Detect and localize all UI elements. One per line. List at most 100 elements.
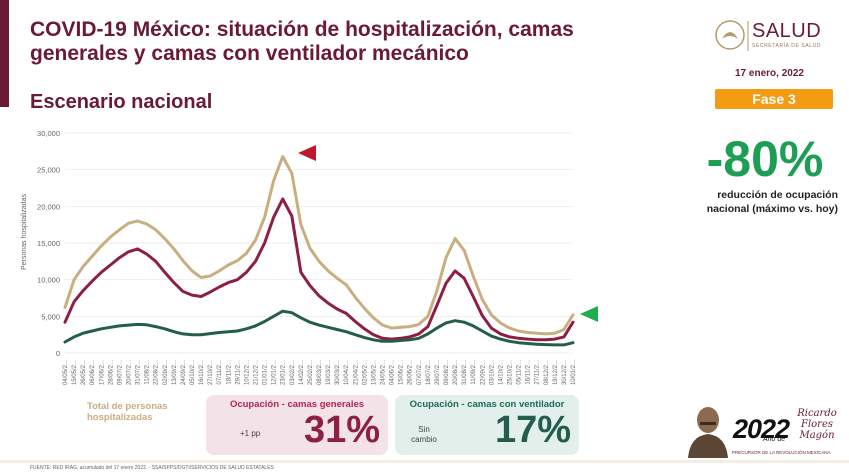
y-tick-label: 30,000 — [37, 129, 60, 138]
x-tick-label: 30/12/2… — [562, 359, 568, 385]
x-tick-label: 24/09/2… — [181, 359, 187, 385]
page-subtitle: Escenario nacional — [30, 91, 213, 113]
hospitalization-chart: 0 5,000 10,000 15,000 20,000 25,000 30,000 Per… — [21, 129, 598, 385]
series-line-1 — [63, 197, 575, 342]
x-tick-label: 04/05/2… — [63, 359, 69, 385]
x-tick-label: 30/03/2… — [335, 359, 341, 385]
x-tick-label: 10/04/2… — [344, 359, 350, 385]
y-axis-ticks: 0 5,000 10,000 15,000 20,000 25,000 30,000 — [37, 129, 60, 358]
x-tick-label: 26/05/2… — [81, 359, 87, 385]
x-tick-label: 16/10/2… — [199, 359, 205, 385]
logo-subtext: SECRETARÍA DE SALUD — [752, 43, 822, 49]
kpi-description: reducción de ocupación nacional (máximo … — [706, 189, 838, 215]
card-camas-generales: Ocupación - camas generales +1 pp 31% — [206, 395, 388, 455]
x-tick-label: 06/06/2… — [90, 359, 96, 385]
x-tick-label: 12/01/2… — [272, 359, 278, 385]
card-generales-change: +1 pp — [240, 429, 261, 438]
logo-text: SALUD — [752, 20, 822, 42]
flores-magon-signature: Ricardo Flores Magón — [797, 408, 837, 441]
x-tick-label: 02/09/2… — [163, 359, 169, 385]
card-generales-label: Ocupación - camas generales — [229, 399, 365, 410]
x-tick-label: 05/11/2… — [517, 359, 523, 385]
card-ventilador-change: Sin cambio — [411, 425, 437, 444]
peak-marker-icon — [298, 145, 316, 161]
y-tick-label: 15,000 — [37, 239, 60, 248]
x-tick-label: 26/06/2… — [408, 359, 414, 385]
current-marker-icon — [580, 306, 598, 322]
x-tick-label: 13/05/2… — [371, 359, 377, 385]
x-tick-label: 27/11/2… — [535, 359, 541, 385]
x-tick-label: 20/07/2… — [127, 359, 133, 385]
x-tick-label: 15/05/2… — [72, 359, 78, 385]
x-tick-label: 11/08/2… — [145, 359, 151, 385]
x-tick-label: 07/07/2… — [417, 359, 423, 385]
x-tick-label: 22/09/2… — [480, 359, 486, 385]
card-total-label: Total de personas hospitalizadas — [87, 401, 168, 423]
x-tick-label: 19/03/2… — [326, 359, 332, 385]
x-tick-label: 02/05/2… — [362, 359, 368, 385]
x-tick-label: 11/09/2… — [471, 359, 477, 385]
series-line-2 — [63, 309, 575, 347]
card-camas-ventilador: Ocupación - camas con ventilador Sin cam… — [395, 395, 579, 455]
year-badge-tagline: PRECURSOR DE LA REVOLUCIÓN MEXICANA — [732, 450, 831, 455]
x-tick-label: 08/03/2… — [317, 359, 323, 385]
x-axis-ticks: 04/05/2… 15/05/2… 26/05/2… 06/06/2… 17/06/2…… — [63, 359, 577, 385]
x-tick-label: 31/08/2… — [462, 359, 468, 385]
chart-grid — [65, 132, 573, 354]
x-tick-label: 18/11/2… — [226, 359, 232, 385]
x-tick-label: 15/06/2… — [399, 359, 405, 385]
x-tick-label: 03/10/2… — [489, 359, 495, 385]
portrait-icon — [688, 407, 728, 458]
x-tick-label: 07/11/2… — [217, 359, 223, 385]
x-tick-label: 10/12/2… — [244, 359, 250, 385]
card-total: Total de personas hospitalizadas — [75, 395, 195, 455]
x-tick-label: 05/10/2… — [190, 359, 196, 385]
x-tick-label: 25/02/2… — [308, 359, 314, 385]
y-tick-label: 0 — [56, 349, 60, 358]
x-tick-label: 27/10/2… — [208, 359, 214, 385]
x-tick-label: 29/07/2… — [435, 359, 441, 385]
bottom-divider — [0, 460, 849, 463]
eagle-seal-icon — [715, 20, 749, 51]
x-tick-label: 01/01/2… — [263, 359, 269, 385]
x-tick-label: 13/09/2… — [172, 359, 178, 385]
report-date: 17 enero, 2022 — [735, 68, 804, 79]
x-tick-label: 21/04/2… — [353, 359, 359, 385]
x-tick-label: 14/10/2… — [498, 359, 504, 385]
x-tick-label: 14/02/2… — [299, 359, 305, 385]
y-tick-label: 5,000 — [41, 312, 60, 321]
x-tick-label: 20/08/2… — [453, 359, 459, 385]
x-tick-label: 04/06/2… — [390, 359, 396, 385]
x-tick-label: 09/08/2… — [444, 359, 450, 385]
year-badge: 2022 — [733, 414, 790, 444]
phase-badge: Fase 3 — [715, 89, 833, 109]
x-tick-label: 23/01/2… — [281, 359, 287, 385]
x-tick-label: 31/07/2… — [136, 359, 142, 385]
year-badge-sub: Año de — [763, 436, 786, 443]
series-line-0 — [63, 155, 575, 336]
y-tick-label: 25,000 — [37, 166, 60, 175]
x-tick-label: 24/05/2… — [381, 359, 387, 385]
card-ventilador-label: Ocupación - camas con ventilador — [409, 399, 565, 410]
x-tick-label: 17/06/2… — [99, 359, 105, 385]
card-ventilador-value: 17% — [494, 409, 571, 451]
x-tick-label: 09/07/2… — [117, 359, 123, 385]
x-tick-label: 22/08/2… — [154, 359, 160, 385]
x-tick-label: 18/07/2… — [426, 359, 432, 385]
x-tick-label: 25/10/2… — [508, 359, 514, 385]
x-tick-label: 03/02/2… — [290, 359, 296, 385]
card-generales-value: 31% — [303, 409, 380, 451]
x-tick-label: 21/12/2… — [254, 359, 260, 385]
y-tick-label: 10,000 — [37, 276, 60, 285]
x-tick-label: 16/11/2… — [526, 359, 532, 385]
kpi-value: -80% — [706, 131, 824, 187]
source-footnote: FUENTE: RED IRAG, acumulado del 17 enero… — [30, 465, 274, 471]
x-tick-label: 29/11/2… — [235, 359, 241, 385]
x-tick-label: 19/12/2… — [553, 359, 559, 385]
x-tick-label: 10/01/2… — [571, 359, 577, 385]
page-title: COVID-19 México: situación de hospitaliz… — [30, 18, 574, 65]
y-axis-label: Personas hospitalizadas — [21, 194, 28, 270]
accent-bar — [0, 0, 9, 107]
y-tick-label: 20,000 — [37, 202, 60, 211]
x-tick-label: 28/06/2… — [108, 359, 114, 385]
